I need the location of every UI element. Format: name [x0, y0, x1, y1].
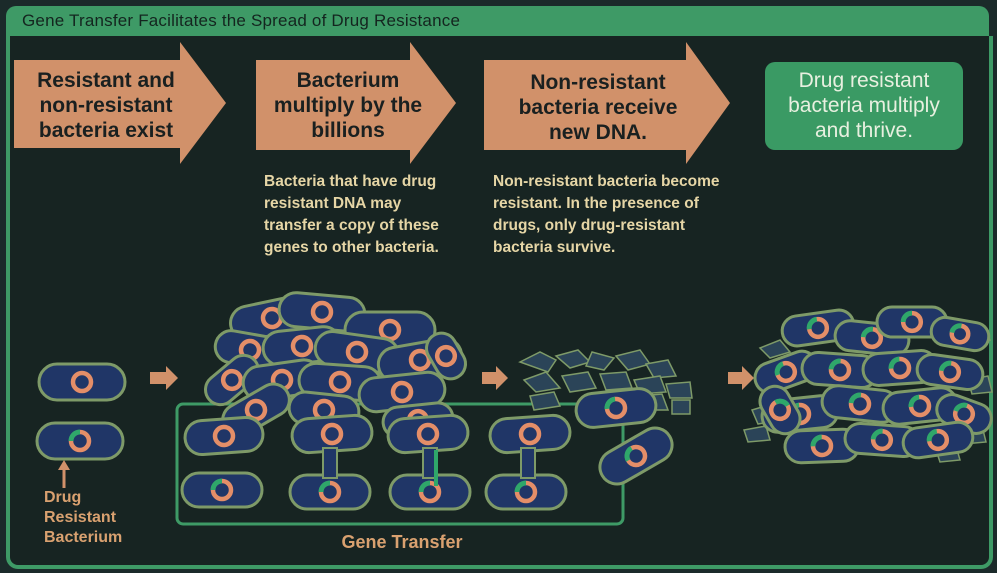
pointer-arrow-head — [58, 460, 70, 470]
thriving-resistant-bacterium — [875, 305, 949, 339]
multiplying-bacterium — [425, 331, 467, 381]
donor-bacterium — [484, 473, 568, 511]
drug-resistant-bacterium-label: Drug Resistant Bacterium — [44, 489, 123, 546]
step-2-description: Bacteria that have drug resistant DNA ma… — [264, 173, 439, 256]
transition-arrow-3 — [728, 366, 754, 390]
multiplying-bacterium — [204, 353, 260, 407]
step-2-arrow — [256, 42, 456, 164]
gene-transfer-label: Gene Transfer — [341, 532, 463, 552]
drug-resistant-bacterium — [35, 421, 125, 461]
thriving-resistant-bacterium — [843, 421, 921, 459]
thriving-resistant-bacterium — [833, 319, 911, 357]
step-4-box — [765, 62, 963, 150]
donor-bacterium — [288, 473, 372, 511]
conjugation-bridge — [520, 447, 536, 479]
step-3-label: Non-resistant bacteria receive new DNA. — [518, 71, 678, 144]
step-2-label: Bacterium multiply by the billions — [273, 69, 423, 142]
step-3-arrow — [484, 42, 730, 164]
transition-arrow-1 — [150, 366, 178, 390]
step-1-arrow — [14, 42, 226, 164]
thriving-resistant-bacterium — [915, 352, 985, 392]
thriving-resistant-bacterium — [783, 427, 861, 465]
multiplying-bacterium — [357, 370, 447, 414]
title-bar — [6, 6, 989, 40]
conjugation-bridge — [322, 447, 338, 479]
resistant-survivor — [574, 387, 658, 429]
donor-bacterium — [388, 473, 472, 511]
transfer-bacterium — [183, 415, 265, 457]
resistant-survivor — [598, 426, 674, 486]
transfer-bacterium — [180, 471, 264, 509]
step-4-label: Drug resistant bacteria multiply and thr… — [788, 69, 940, 142]
step-1-label: Resistant and non-resistant bacteria exi… — [37, 69, 175, 142]
thriving-resistant-bacterium — [901, 420, 975, 460]
thriving-resistant-bacterium — [820, 384, 900, 424]
transition-arrow-2 — [482, 366, 508, 390]
step-3-description: Non-resistant bacteria become resistant.… — [493, 173, 720, 256]
thriving-resistant-bacterium — [758, 384, 802, 436]
non-resistant-bacterium — [37, 362, 127, 402]
page-title: Gene Transfer Facilitates the Spread of … — [22, 11, 461, 30]
thriving-resistant-bacterium — [929, 315, 991, 353]
